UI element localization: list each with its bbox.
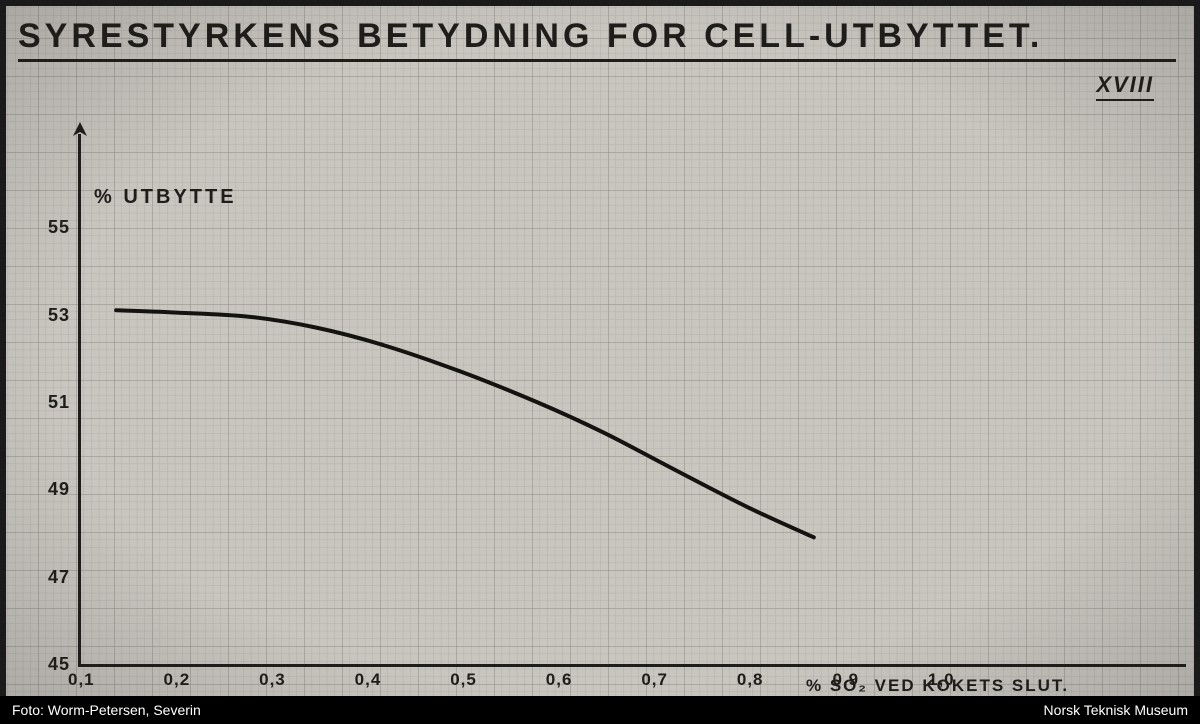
x-tick-label: 0,3 bbox=[259, 670, 286, 690]
x-tick-label: 0,4 bbox=[355, 670, 382, 690]
x-tick-label: 1,0 bbox=[928, 670, 955, 690]
x-tick-label: 0,5 bbox=[450, 670, 477, 690]
y-tick-label: 55 bbox=[48, 217, 70, 238]
utbytte-curve bbox=[116, 310, 814, 537]
chart-area: % UTBYTTE % SO₂ VED KOKETS SLUT. 4547495… bbox=[0, 0, 1200, 724]
x-tick-label: 0,9 bbox=[832, 670, 859, 690]
x-tick-label: 0,2 bbox=[164, 670, 191, 690]
photo-credit: Foto: Worm-Petersen, Severin bbox=[12, 702, 201, 718]
x-tick-label: 0,8 bbox=[737, 670, 764, 690]
curve-svg bbox=[0, 0, 1200, 724]
y-tick-label: 49 bbox=[48, 479, 70, 500]
x-tick-label: 0,1 bbox=[68, 670, 95, 690]
x-tick-label: 0,7 bbox=[641, 670, 668, 690]
y-tick-label: 45 bbox=[48, 654, 70, 675]
museum-credit: Norsk Teknisk Museum bbox=[1044, 702, 1188, 718]
y-tick-label: 47 bbox=[48, 567, 70, 588]
y-tick-label: 51 bbox=[48, 392, 70, 413]
y-tick-label: 53 bbox=[48, 305, 70, 326]
page-root: SYRESTYRKENS BETYDNING FOR CELL-UTBYTTET… bbox=[0, 0, 1200, 724]
x-tick-label: 0,6 bbox=[546, 670, 573, 690]
